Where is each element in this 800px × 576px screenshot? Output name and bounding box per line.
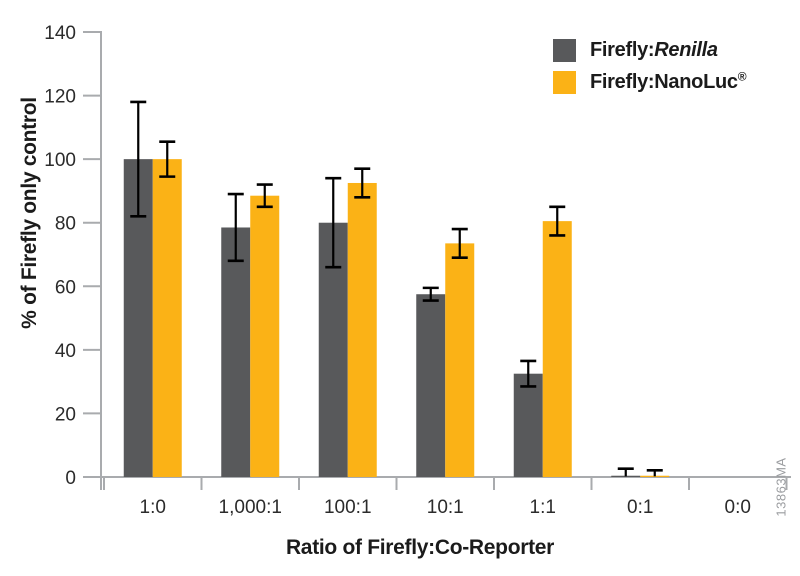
legend-label-nanoluc-prefix: Firefly:NanoLuc — [590, 71, 738, 93]
x-tick-label: 1:1 — [530, 497, 556, 518]
x-tick-label: 100:1 — [324, 497, 372, 518]
x-tick-label: 1:0 — [140, 497, 166, 518]
y-tick-label: 0 — [65, 468, 76, 489]
bar-series0-3 — [416, 294, 446, 477]
chart-legend: Firefly:Renilla Firefly:NanoLuc® — [553, 39, 747, 103]
renilla-swatch-icon — [553, 39, 576, 62]
y-tick-label: 100 — [44, 150, 76, 171]
x-tick-label: 0:1 — [627, 497, 653, 518]
bar-series0-1 — [221, 227, 251, 477]
bar-series1-3 — [445, 243, 475, 477]
y-tick-label: 140 — [44, 23, 76, 44]
bar-series0-4 — [513, 373, 543, 477]
nanoluc-swatch-icon — [553, 71, 576, 94]
legend-item-nanoluc: Firefly:NanoLuc® — [553, 69, 747, 94]
y-tick-label: 120 — [44, 87, 76, 108]
bar-series1-0 — [152, 159, 182, 477]
watermark-text: 13863MA — [773, 457, 789, 517]
y-tick-label: 60 — [55, 277, 76, 298]
legend-label-renilla-emphasis: Renilla — [654, 39, 718, 61]
legend-label-renilla: Firefly:Renilla — [590, 39, 718, 62]
bar-series1-1 — [250, 195, 280, 478]
bar-series1-4 — [542, 221, 572, 477]
x-tick-label: 1,000:1 — [219, 497, 282, 518]
x-axis-title: Ratio of Firefly:Co-Reporter — [285, 536, 555, 559]
legend-label-nanoluc-registered-mark: ® — [737, 69, 747, 84]
y-tick-label: 80 — [55, 214, 76, 235]
y-axis-title: % of Firefly only control — [18, 97, 41, 329]
legend-item-renilla: Firefly:Renilla — [553, 39, 746, 62]
legend-label-nanoluc: Firefly:NanoLuc® — [590, 69, 747, 94]
y-tick-label: 20 — [55, 404, 76, 425]
bar-series1-2 — [347, 182, 377, 477]
legend-label-renilla-prefix: Firefly: — [590, 39, 655, 61]
x-tick-label: 0:0 — [725, 497, 751, 518]
x-tick-label: 10:1 — [427, 497, 464, 518]
y-tick-label: 40 — [55, 341, 76, 362]
